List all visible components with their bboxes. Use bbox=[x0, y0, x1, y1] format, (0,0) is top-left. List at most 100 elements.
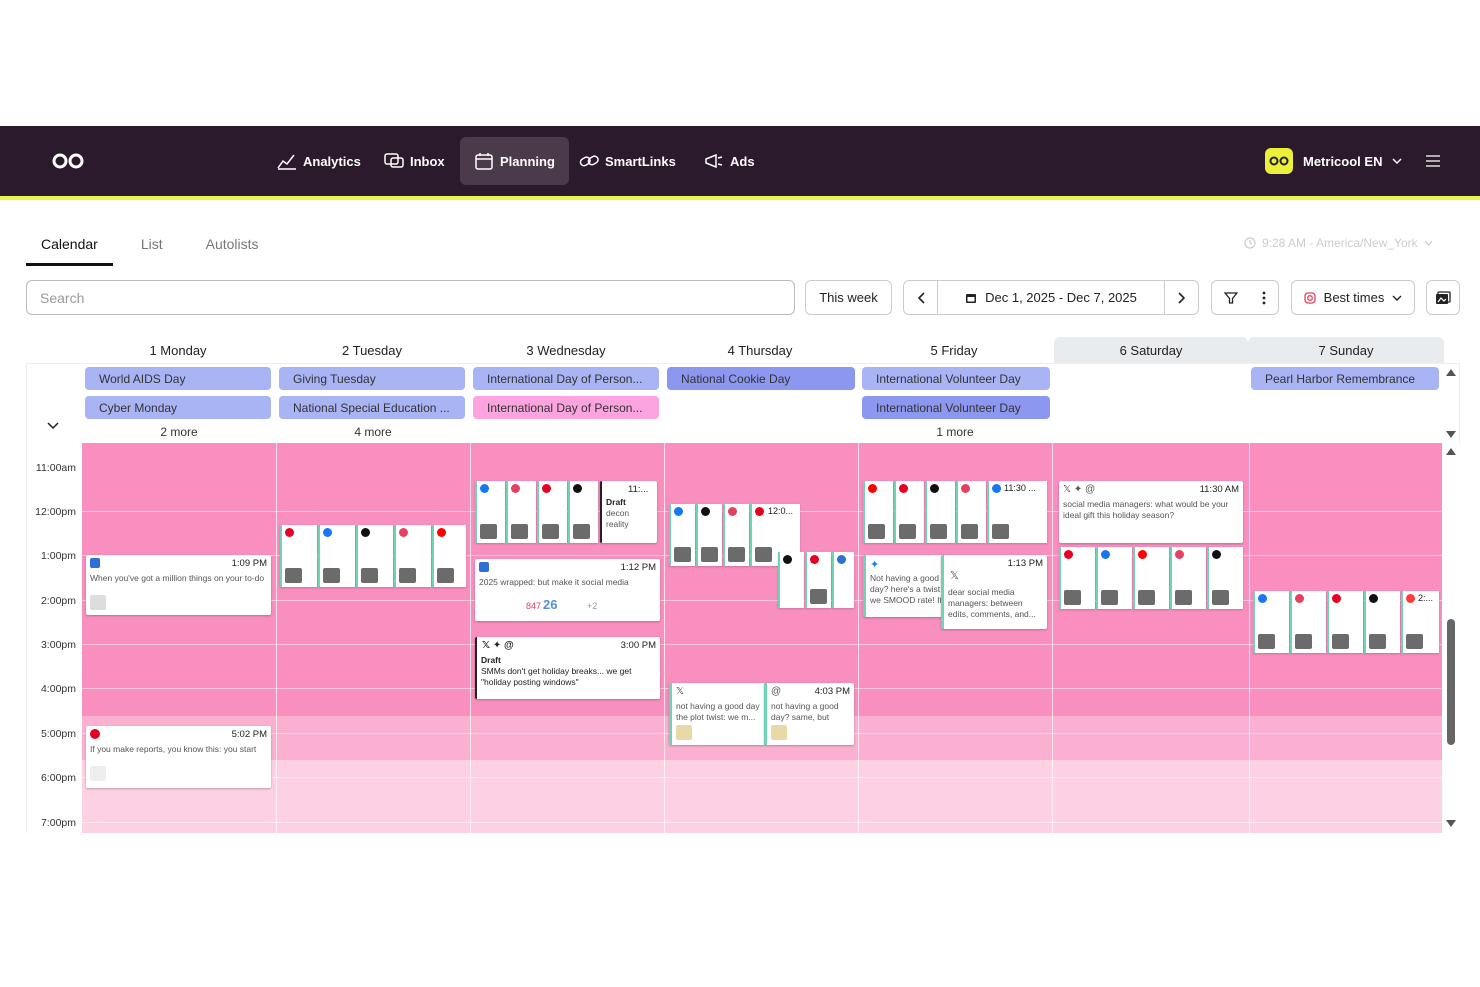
all-day-events: World AIDS Day Cyber Monday 2 more Givin… bbox=[26, 363, 1460, 443]
event-chip[interactable]: International Day of Person... bbox=[473, 367, 659, 390]
draft-post[interactable]: 11:... Draft decon reality bbox=[600, 481, 657, 543]
facebook-icon bbox=[674, 507, 683, 516]
scheduled-post[interactable] bbox=[925, 481, 955, 543]
instagram-icon bbox=[1295, 594, 1304, 603]
post-time: 3:00 PM bbox=[620, 640, 656, 651]
scheduled-post[interactable] bbox=[1170, 547, 1206, 609]
stat-value: 26 bbox=[543, 597, 558, 612]
event-chip[interactable]: Pearl Harbor Remembrance bbox=[1251, 367, 1439, 390]
draft-post[interactable]: 𝕏 ✦ @ 3:00 PM Draft SMMs don't get holid… bbox=[475, 637, 660, 699]
scheduled-post[interactable] bbox=[1133, 547, 1169, 609]
scheduled-post[interactable]: 11:30 ... bbox=[987, 481, 1047, 543]
post-text: If you make reports, you know this: you … bbox=[90, 744, 257, 754]
media-library-button[interactable] bbox=[1426, 280, 1460, 315]
date-range-display[interactable]: Dec 1, 2025 - Dec 7, 2025 bbox=[938, 290, 1164, 305]
x-icon: 𝕏 bbox=[950, 570, 959, 582]
menu-icon[interactable] bbox=[1425, 154, 1441, 168]
this-week-button[interactable]: This week bbox=[805, 280, 892, 315]
event-chip[interactable]: Cyber Monday bbox=[85, 396, 271, 419]
scheduled-post[interactable] bbox=[1364, 591, 1400, 653]
scheduled-post[interactable]: @ 4:03 PM not having a good day? same, b… bbox=[764, 683, 854, 745]
instagram-icon bbox=[1304, 291, 1316, 304]
event-chip[interactable]: World AIDS Day bbox=[85, 367, 271, 390]
scheduled-post[interactable] bbox=[696, 504, 722, 566]
prev-week-button[interactable] bbox=[904, 281, 938, 314]
timezone-selector[interactable]: 9:28 AM - America/New_York bbox=[1244, 236, 1433, 250]
scheduled-post[interactable] bbox=[894, 481, 924, 543]
tab-autolists[interactable]: Autolists bbox=[205, 236, 259, 252]
scheduled-post[interactable] bbox=[1059, 547, 1095, 609]
scheduled-post[interactable] bbox=[280, 525, 317, 587]
scheduled-post[interactable] bbox=[1290, 591, 1326, 653]
pinterest-icon bbox=[810, 555, 819, 564]
pinterest-icon bbox=[285, 528, 294, 537]
scheduled-post[interactable] bbox=[394, 525, 431, 587]
scheduled-post[interactable]: 5:02 PM If you make reports, you know th… bbox=[86, 726, 271, 788]
metricool-logo-icon[interactable] bbox=[52, 152, 84, 170]
collapse-chevron-icon[interactable] bbox=[47, 422, 59, 430]
scheduled-post[interactable] bbox=[568, 481, 598, 543]
filter-icon[interactable] bbox=[1224, 291, 1238, 305]
week-calendar: 1 Monday 2 Tuesday 3 Wednesday 4 Thursda… bbox=[26, 337, 1460, 833]
event-chip[interactable]: International Day of Person... bbox=[473, 396, 659, 419]
nav-inbox[interactable]: Inbox bbox=[370, 137, 459, 185]
scheduled-post[interactable]: 1:09 PM When you've got a million things… bbox=[86, 555, 271, 615]
nav-analytics[interactable]: Analytics bbox=[263, 137, 375, 185]
scheduled-post[interactable] bbox=[1207, 547, 1243, 609]
scroll-down-icon[interactable] bbox=[1445, 430, 1457, 439]
best-times-dropdown[interactable]: Best times bbox=[1291, 280, 1415, 315]
search-input[interactable]: Search bbox=[26, 280, 795, 315]
scheduled-post[interactable]: 2:... bbox=[1401, 591, 1439, 653]
scroll-up-icon[interactable] bbox=[1445, 447, 1457, 456]
scheduled-post[interactable] bbox=[805, 552, 831, 608]
nav-smartlinks[interactable]: SmartLinks bbox=[565, 137, 690, 185]
more-options-icon[interactable] bbox=[1262, 291, 1266, 305]
more-events-link[interactable]: 2 more bbox=[160, 425, 198, 439]
scheduled-post[interactable] bbox=[1253, 591, 1289, 653]
scheduled-post[interactable] bbox=[432, 525, 466, 587]
event-chip[interactable]: International Volunteer Day bbox=[862, 367, 1050, 390]
scheduled-post[interactable] bbox=[778, 552, 804, 608]
tab-calendar[interactable]: Calendar bbox=[26, 230, 113, 266]
scheduled-post[interactable] bbox=[669, 504, 695, 566]
next-week-button[interactable] bbox=[1164, 281, 1198, 314]
event-chip[interactable]: National Cookie Day bbox=[667, 367, 855, 390]
scheduled-post[interactable] bbox=[356, 525, 393, 587]
event-chip[interactable]: National Special Education ... bbox=[279, 396, 465, 419]
scheduled-post[interactable]: ✦ Not having a good day? here's a twist:… bbox=[863, 555, 947, 617]
tab-list[interactable]: List bbox=[140, 236, 163, 252]
facebook-icon bbox=[1101, 550, 1110, 559]
video-thumbnail bbox=[285, 568, 302, 583]
nav-planning[interactable]: Planning bbox=[460, 137, 569, 185]
chevron-right-icon bbox=[1177, 291, 1185, 304]
post-time: 11:30 AM bbox=[1199, 484, 1239, 495]
scheduled-post[interactable]: 𝕏 1:13 PM dear social media managers: be… bbox=[941, 555, 1047, 629]
hour-label: 3:00pm bbox=[40, 639, 76, 651]
event-chip[interactable]: Giving Tuesday bbox=[279, 367, 465, 390]
scroll-down-icon[interactable] bbox=[1445, 819, 1457, 828]
scheduled-post[interactable] bbox=[475, 481, 505, 543]
scheduled-post[interactable] bbox=[832, 552, 854, 608]
scheduled-post[interactable] bbox=[506, 481, 536, 543]
scheduled-post[interactable] bbox=[956, 481, 986, 543]
video-thumbnail bbox=[961, 524, 978, 539]
scheduled-post[interactable] bbox=[863, 481, 893, 543]
event-chip[interactable]: International Volunteer Day bbox=[862, 396, 1050, 419]
scheduled-post[interactable]: 𝕏 ✦ @ 11:30 AM social media managers: wh… bbox=[1059, 481, 1243, 543]
more-events-link[interactable]: 4 more bbox=[354, 425, 392, 439]
scheduled-post[interactable] bbox=[1096, 547, 1132, 609]
scheduled-post[interactable] bbox=[723, 504, 749, 566]
more-events-link[interactable]: 1 more bbox=[936, 425, 974, 439]
scheduled-post[interactable] bbox=[318, 525, 355, 587]
scheduled-post[interactable]: 𝕏 not having a good day the plot twist: … bbox=[669, 683, 765, 745]
account-switcher[interactable]: Metricool EN bbox=[1265, 148, 1402, 174]
scheduled-post[interactable] bbox=[1327, 591, 1363, 653]
scheduled-post[interactable]: 1:12 PM 2025 wrapped: but make it social… bbox=[475, 559, 660, 621]
nav-ads[interactable]: Ads bbox=[690, 137, 769, 185]
scrollbar-thumb[interactable] bbox=[1447, 619, 1455, 745]
day-header-monday: 1 Monday bbox=[149, 342, 207, 358]
video-thumbnail bbox=[1258, 634, 1275, 649]
scheduled-post[interactable] bbox=[537, 481, 567, 543]
pinterest-icon bbox=[90, 729, 100, 739]
scroll-up-icon[interactable] bbox=[1445, 368, 1457, 377]
